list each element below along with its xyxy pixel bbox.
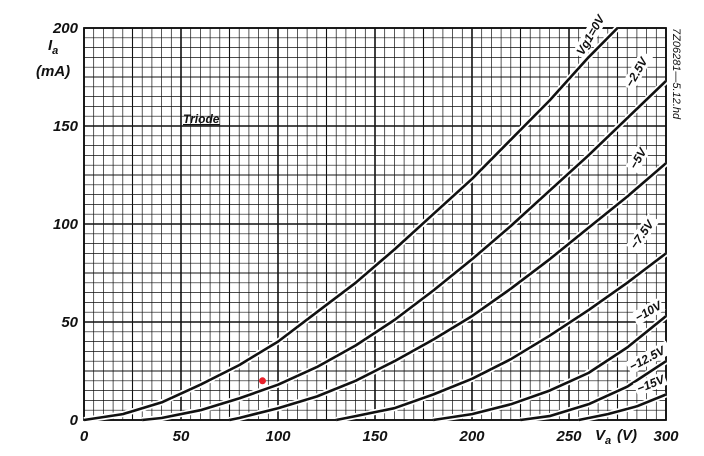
x-tick-label: 0 [80, 428, 89, 445]
y-tick-label: 50 [61, 314, 78, 331]
x-axis-unit: (V) [617, 427, 637, 444]
curve-label-bg [625, 213, 660, 254]
x-tick-label: 100 [265, 428, 291, 445]
x-tick-label: 300 [653, 428, 679, 445]
series-line-0 [83, 27, 619, 422]
curve-label-bg [630, 297, 666, 326]
curve-label-bg [625, 144, 651, 174]
x-tick-label: 150 [362, 428, 388, 445]
series-line-5 [520, 360, 667, 422]
curve-label-bg [621, 50, 654, 92]
x-tick-label: 200 [458, 428, 485, 445]
series-line-3 [335, 252, 667, 422]
curve-label: −12.5V [627, 343, 668, 374]
series-line-6 [578, 393, 667, 422]
series-line-2 [229, 162, 667, 422]
y-axis-label: Ia [48, 37, 58, 57]
plot-frame [83, 27, 667, 421]
tick-labels: 0 50 100 150 200 250 300 0 50 100 150 200 [52, 20, 679, 445]
x-tick-label: 250 [555, 428, 582, 445]
curves [83, 25, 669, 423]
y-tick-label: 150 [53, 118, 79, 135]
x-tick-label: 50 [173, 428, 190, 445]
grid [83, 27, 667, 421]
y-tick-label: 200 [52, 20, 79, 37]
x-axis-label: Va [595, 427, 611, 447]
y-axis-unit: (mA) [36, 63, 70, 80]
curve-label-bg [572, 12, 608, 60]
annotation-triode: Triode [183, 112, 220, 126]
red-marker [258, 377, 266, 385]
series-line-4 [433, 315, 667, 422]
figure-code: 7Z06281—5.12.hd [670, 28, 682, 120]
series-line-1 [142, 79, 667, 422]
y-tick-label: 0 [70, 412, 79, 429]
curve-label-bg [625, 340, 673, 375]
y-tick-label: 100 [53, 216, 79, 233]
curve-label-bg [633, 371, 668, 397]
